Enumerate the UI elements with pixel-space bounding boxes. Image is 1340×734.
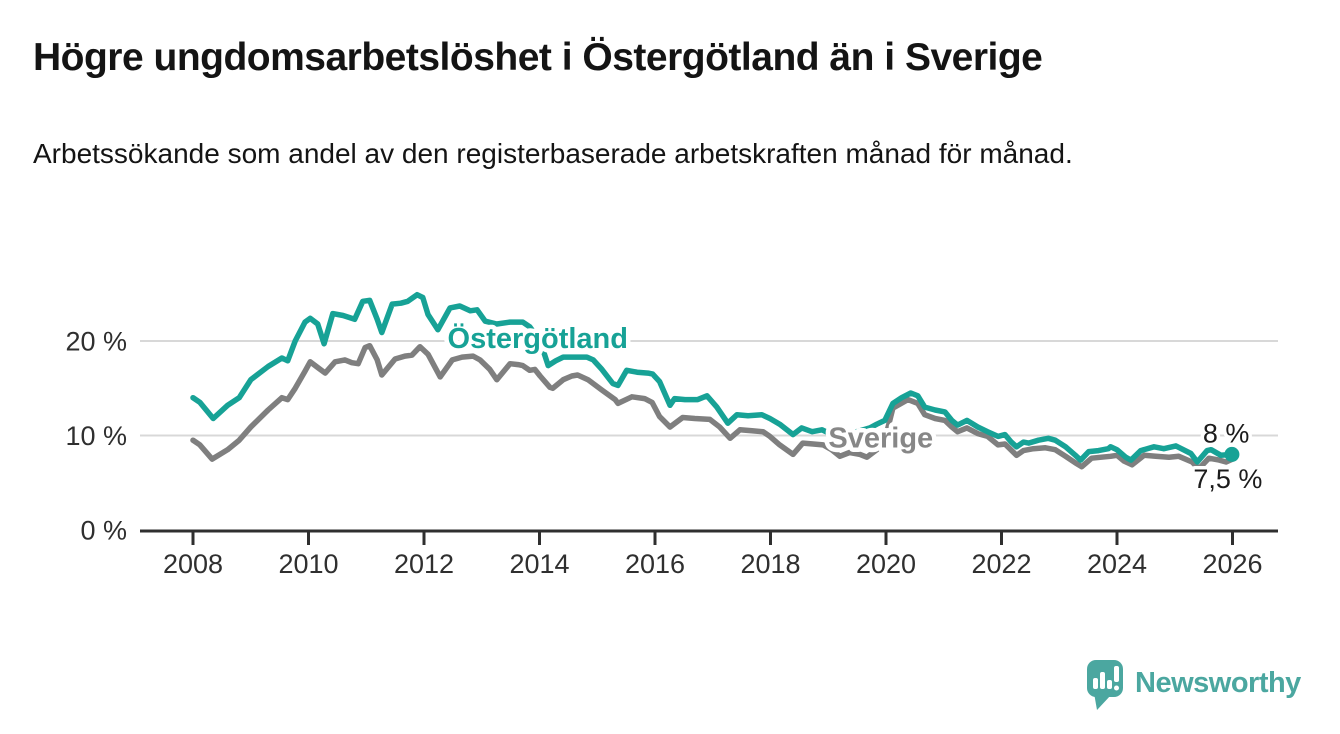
speech-bubble-bar-chart-icon [1087,660,1123,710]
x-axis-label-2016: 2016 [625,549,685,579]
page-title: Högre ungdomsarbetslöshet i Östergötland… [33,36,1043,79]
series-label-sverige: Sverige [828,422,933,454]
x-axis-label-2018: 2018 [740,549,800,579]
series-label-ostergotland: Östergötland [448,322,628,355]
x-axis-label-2022: 2022 [971,549,1031,579]
newsworthy-logo: Newsworthy [1087,660,1302,710]
y-axis-label-0: 0 % [80,516,127,546]
x-axis-label-2026: 2026 [1202,549,1262,579]
chart-plot-area: 2008 2010 2012 2014 2016 2018 2020 2022 2024 2026… [65,291,1278,579]
series-line-sverige [190,342,1236,472]
x-axis-label-2020: 2020 [856,549,916,579]
x-axis-label-2012: 2012 [394,549,454,579]
end-value-label-sverige: 7,5 % [1193,464,1262,494]
series-line-ostergotland [190,291,1235,465]
series-end-dot-ostergotland [1224,446,1240,462]
page-subtitle: Arbetssökande som andel av den registerb… [33,138,1073,169]
x-axis-label-2024: 2024 [1087,549,1147,579]
newsworthy-logo-text: Newsworthy [1135,667,1301,699]
x-axis-label-2014: 2014 [509,549,569,579]
x-axis-label-2008: 2008 [163,549,223,579]
y-axis-label-20: 20 % [65,327,127,357]
y-axis-label-10: 10 % [65,421,127,451]
x-axis-label-2010: 2010 [278,549,338,579]
end-value-label-ostergotland: 8 % [1203,419,1250,449]
